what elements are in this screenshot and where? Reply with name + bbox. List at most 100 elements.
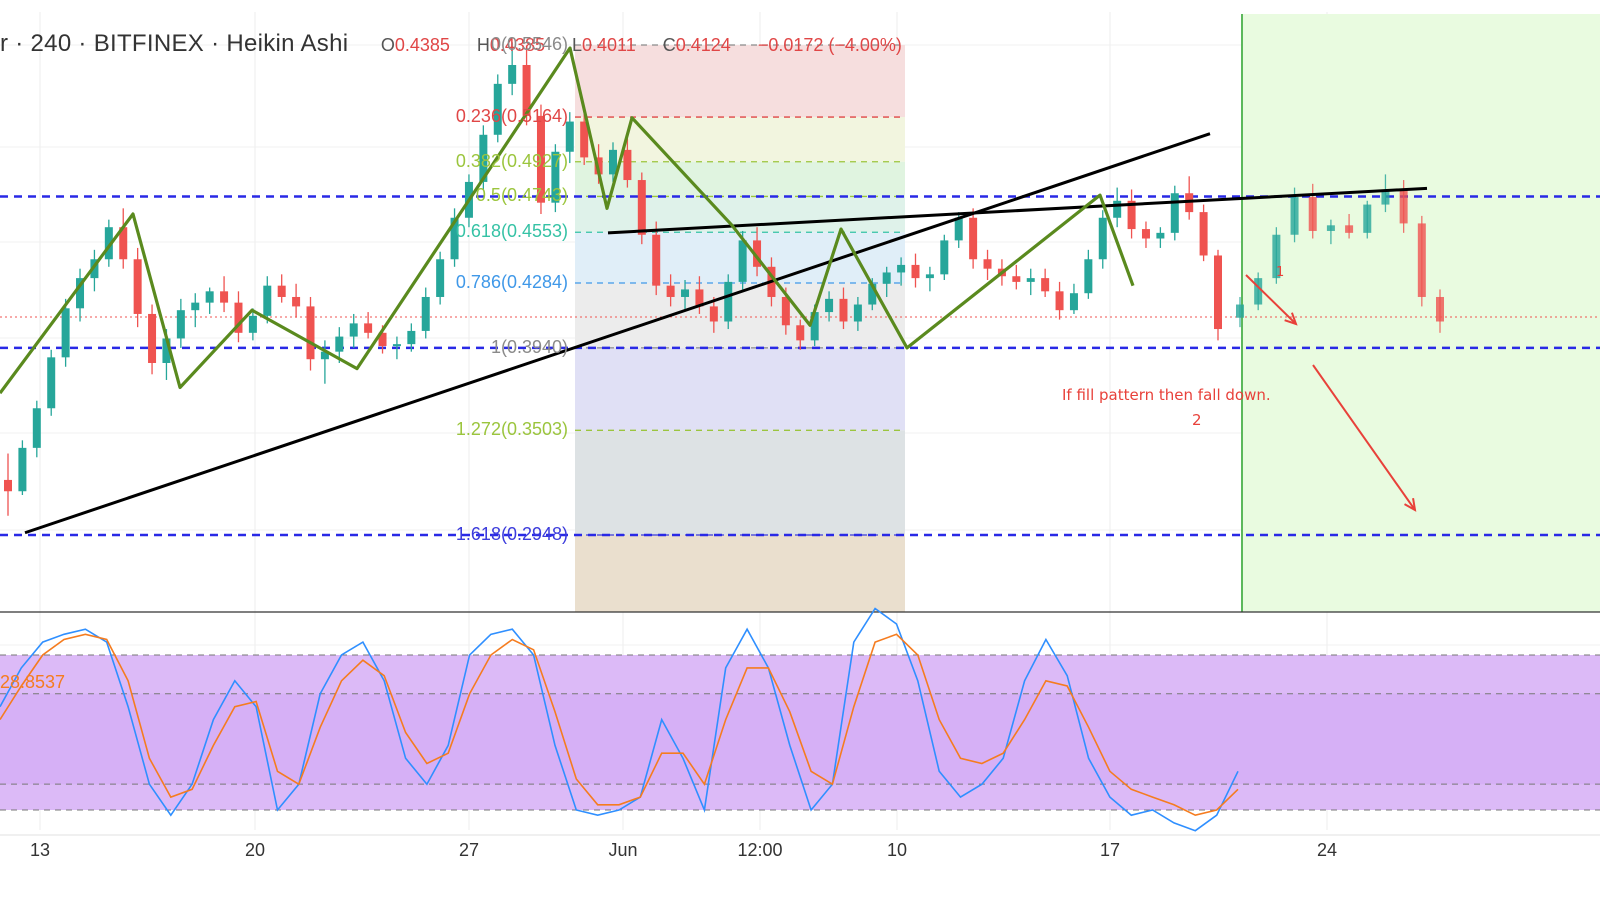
candle-body bbox=[1026, 278, 1035, 282]
open-value: 0.4385 bbox=[394, 35, 450, 55]
projection-candle-body bbox=[1436, 296, 1444, 322]
candle-body bbox=[796, 325, 805, 341]
candle-body bbox=[263, 285, 272, 316]
projection-candle-body bbox=[1399, 189, 1408, 224]
x-tick-label: 27 bbox=[458, 840, 480, 860]
candle-body bbox=[825, 298, 834, 313]
close-label: C bbox=[662, 35, 676, 55]
high-label: H bbox=[476, 35, 490, 55]
candle-body bbox=[148, 313, 157, 363]
candle-body bbox=[76, 278, 85, 309]
candle-body bbox=[306, 306, 315, 360]
fib-level-label: 1(0.3940) bbox=[490, 336, 568, 357]
candle-body bbox=[551, 151, 560, 203]
candle-body bbox=[753, 240, 762, 267]
candle-body bbox=[623, 149, 632, 181]
candle-body bbox=[248, 315, 257, 333]
candle-body bbox=[335, 336, 344, 352]
change-value: −0.0172 (−4.00%) bbox=[757, 35, 902, 55]
candle-body bbox=[364, 323, 373, 333]
candle-body bbox=[1069, 293, 1078, 311]
candle-body bbox=[1041, 278, 1050, 292]
x-tick-label: 12:00 bbox=[737, 840, 783, 860]
candle-body bbox=[853, 304, 862, 322]
projection-candle-body bbox=[1272, 234, 1281, 279]
arrow-1 bbox=[1245, 274, 1297, 325]
candle-body bbox=[1170, 193, 1179, 233]
candle-body bbox=[392, 344, 401, 347]
open-label: O bbox=[380, 35, 395, 55]
candle-body bbox=[133, 259, 142, 314]
candle-body bbox=[479, 134, 488, 182]
candle-body bbox=[349, 323, 358, 337]
projection-candle-body bbox=[1381, 189, 1390, 205]
candle-body bbox=[781, 296, 790, 326]
candle-body bbox=[104, 227, 113, 260]
fib-band bbox=[575, 45, 905, 118]
candle-body bbox=[277, 285, 286, 297]
candle-body bbox=[609, 149, 617, 175]
trendline bbox=[607, 186, 1428, 235]
fib-level-label: 0(0.5546) bbox=[490, 34, 568, 54]
candle-body bbox=[407, 330, 416, 345]
candle-body bbox=[421, 296, 430, 331]
candle-body bbox=[652, 234, 661, 286]
candle-body bbox=[176, 310, 185, 339]
ohlc-readout: O0.4385 H0.4385 L0.4011 C0.4124 −0.0172 … bbox=[381, 35, 924, 55]
candle-body bbox=[90, 259, 99, 279]
candle-body bbox=[450, 217, 459, 260]
candle-body bbox=[897, 264, 906, 273]
arrow-2 bbox=[1312, 364, 1416, 511]
x-tick-label: 17 bbox=[1099, 840, 1121, 860]
candle-body bbox=[191, 302, 200, 311]
projection-candle-body bbox=[1308, 197, 1317, 231]
candle-body bbox=[1214, 255, 1222, 330]
candle-body bbox=[1141, 229, 1150, 239]
candle-body bbox=[162, 338, 171, 363]
fib-band bbox=[575, 283, 905, 348]
annotation-label-2: 2 bbox=[1192, 411, 1202, 429]
projection-candle-body bbox=[1363, 204, 1372, 233]
candle-body bbox=[709, 306, 718, 322]
candle-body bbox=[292, 296, 301, 307]
close-value: 0.4124 bbox=[675, 35, 731, 55]
projection-candle-body bbox=[1290, 197, 1299, 235]
low-value: 0.4011 bbox=[582, 35, 636, 55]
candle-body bbox=[61, 308, 70, 358]
fib-level-label: 1.618(0.2948) bbox=[455, 524, 568, 544]
candle-body bbox=[536, 115, 545, 203]
stoch-k-line bbox=[0, 607, 1239, 832]
candle-body bbox=[969, 217, 978, 260]
candle-body bbox=[234, 302, 243, 333]
candles bbox=[4, 42, 1444, 516]
projection-candle-body bbox=[1254, 278, 1263, 305]
annotation-label-1: 1 bbox=[1276, 265, 1285, 280]
candle-body bbox=[940, 240, 949, 275]
candle-body bbox=[320, 351, 329, 360]
candle-body bbox=[493, 83, 502, 135]
trendline bbox=[24, 132, 1211, 535]
low-label: L bbox=[571, 35, 582, 55]
arrow-2-head bbox=[1404, 497, 1417, 512]
candle-body bbox=[1098, 217, 1107, 260]
projection-candle-body bbox=[1345, 225, 1354, 233]
candle-body bbox=[954, 217, 963, 241]
candle-body bbox=[119, 227, 128, 260]
candle-body bbox=[695, 289, 704, 307]
stochastic-rsi-pane bbox=[0, 607, 1600, 836]
oscillator-value: 28.8537 bbox=[0, 672, 66, 692]
candle-body bbox=[1156, 232, 1165, 239]
projection-candle-body bbox=[1236, 304, 1244, 318]
symbol-title: r · 240 · BITFINEX · Heikin Ashi bbox=[0, 30, 349, 57]
fib-level-label: 0.618(0.4553) bbox=[455, 221, 568, 242]
candle-body bbox=[580, 121, 589, 158]
candle-body bbox=[47, 357, 56, 409]
candle-body bbox=[508, 64, 517, 84]
candle-body bbox=[1127, 200, 1136, 230]
candle-body bbox=[983, 259, 992, 269]
fib-level-label: 1.272(0.3503) bbox=[455, 419, 568, 440]
candle-body bbox=[1084, 259, 1093, 294]
candle-body bbox=[1199, 212, 1208, 256]
candle-body bbox=[436, 259, 445, 297]
candle-body bbox=[32, 408, 41, 448]
